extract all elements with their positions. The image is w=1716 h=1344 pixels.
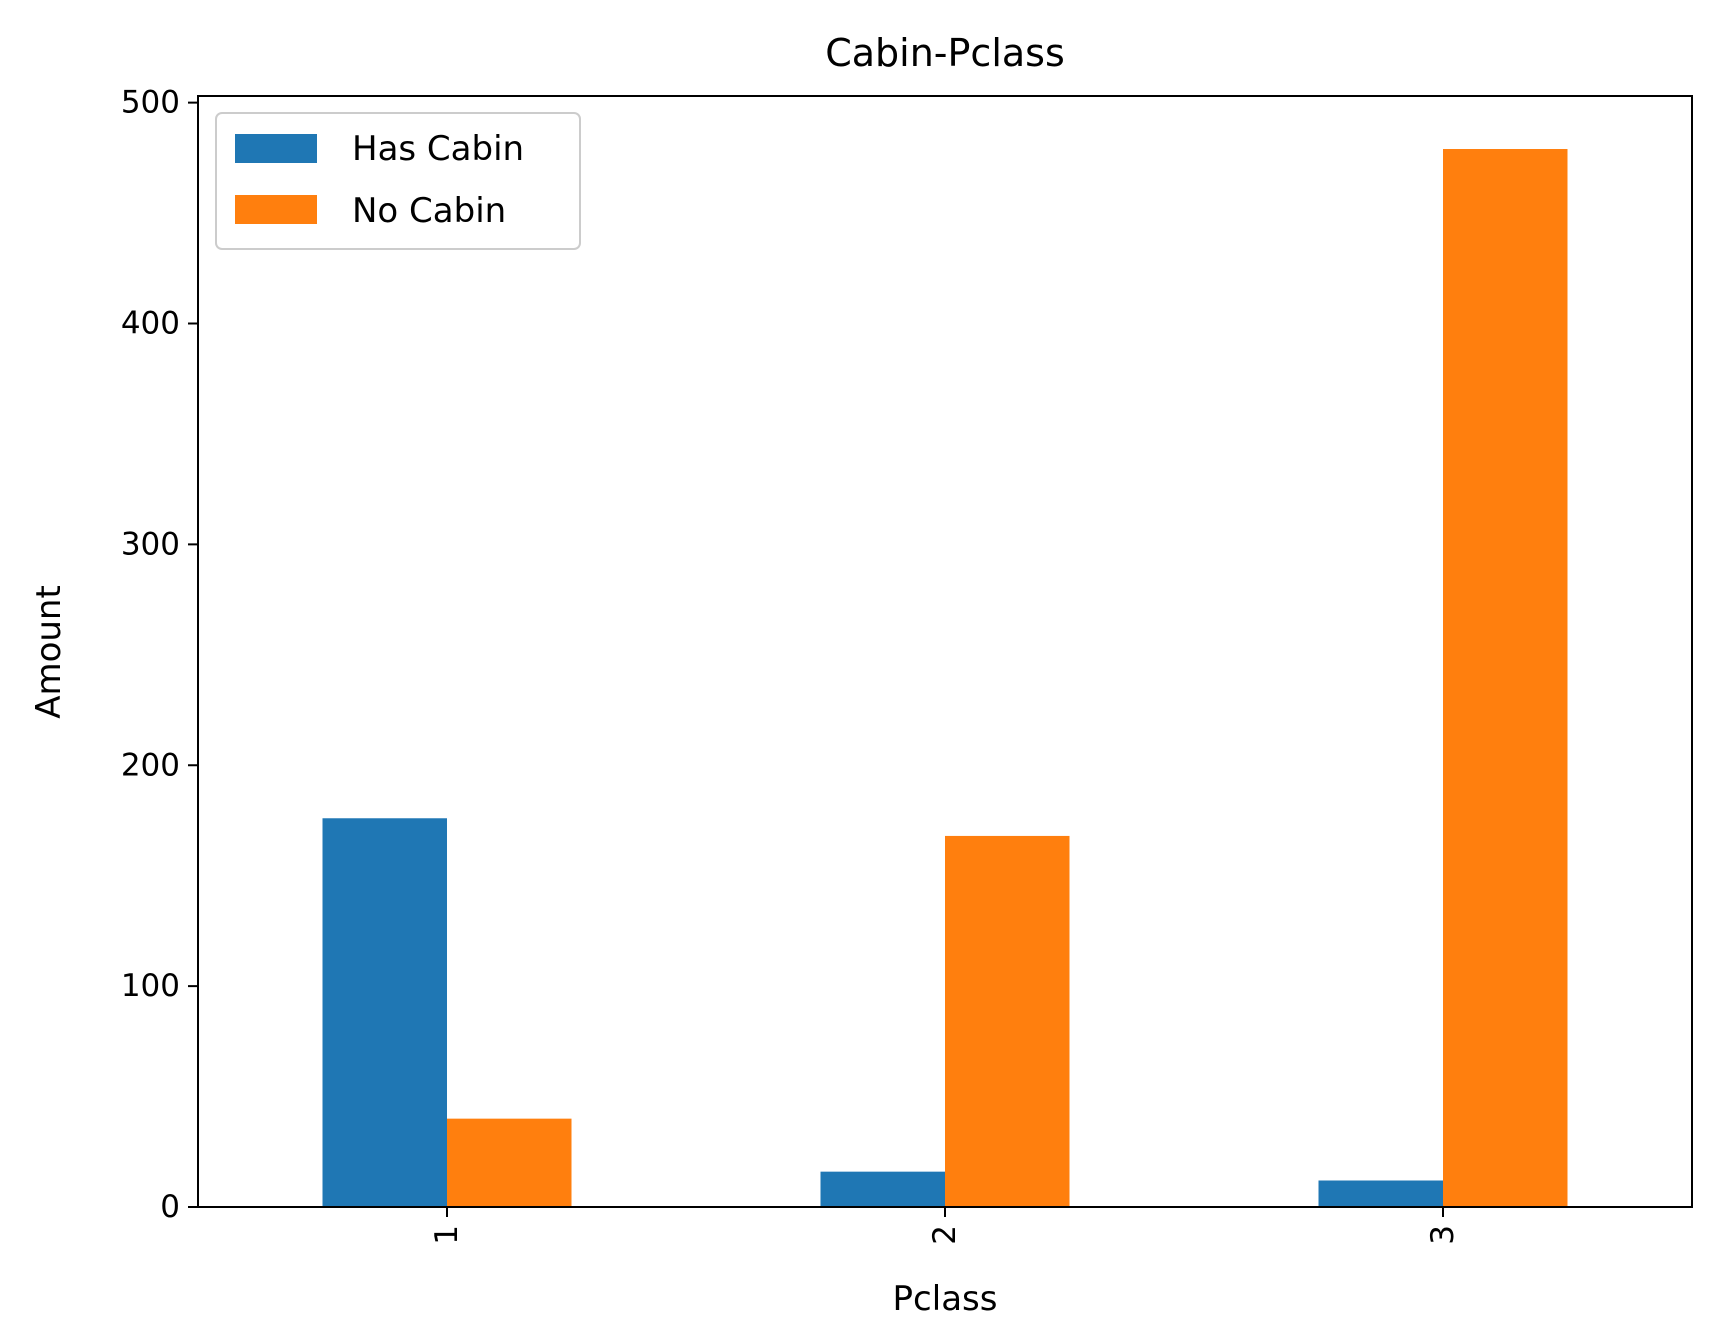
y-tick-label-0: 0 bbox=[160, 1189, 180, 1225]
bar-no-cabin-1 bbox=[447, 1118, 572, 1207]
legend-label-no-cabin: No Cabin bbox=[352, 191, 506, 231]
x-axis-label: Pclass bbox=[893, 1279, 998, 1319]
y-axis: 0 100 200 300 400 500 bbox=[121, 85, 198, 1225]
legend-swatch-no-cabin bbox=[235, 195, 317, 224]
bar-has-cabin-2 bbox=[820, 1171, 945, 1207]
bars-group bbox=[322, 149, 1568, 1208]
y-tick-label-300: 300 bbox=[121, 526, 180, 562]
legend: Has Cabin No Cabin bbox=[215, 112, 581, 250]
x-axis: 1 2 3 bbox=[429, 1207, 1461, 1245]
bar-has-cabin-1 bbox=[322, 818, 447, 1207]
legend-swatch-has-cabin bbox=[235, 134, 317, 163]
bar-no-cabin-2 bbox=[945, 835, 1070, 1207]
x-tick-label-3: 3 bbox=[1425, 1225, 1461, 1245]
bar-has-cabin-3 bbox=[1318, 1180, 1443, 1207]
legend-label-has-cabin: Has Cabin bbox=[352, 129, 524, 169]
bar-no-cabin-3 bbox=[1443, 149, 1568, 1208]
x-tick-label-2: 2 bbox=[927, 1225, 963, 1245]
y-tick-label-200: 200 bbox=[121, 747, 180, 783]
y-axis-label: Amount bbox=[29, 585, 69, 719]
y-tick-label-100: 100 bbox=[121, 968, 180, 1004]
y-tick-label-400: 400 bbox=[121, 306, 180, 342]
y-tick-label-500: 500 bbox=[121, 85, 180, 121]
x-tick-label-1: 1 bbox=[429, 1225, 465, 1245]
chart-title: Cabin-Pclass bbox=[825, 31, 1065, 75]
